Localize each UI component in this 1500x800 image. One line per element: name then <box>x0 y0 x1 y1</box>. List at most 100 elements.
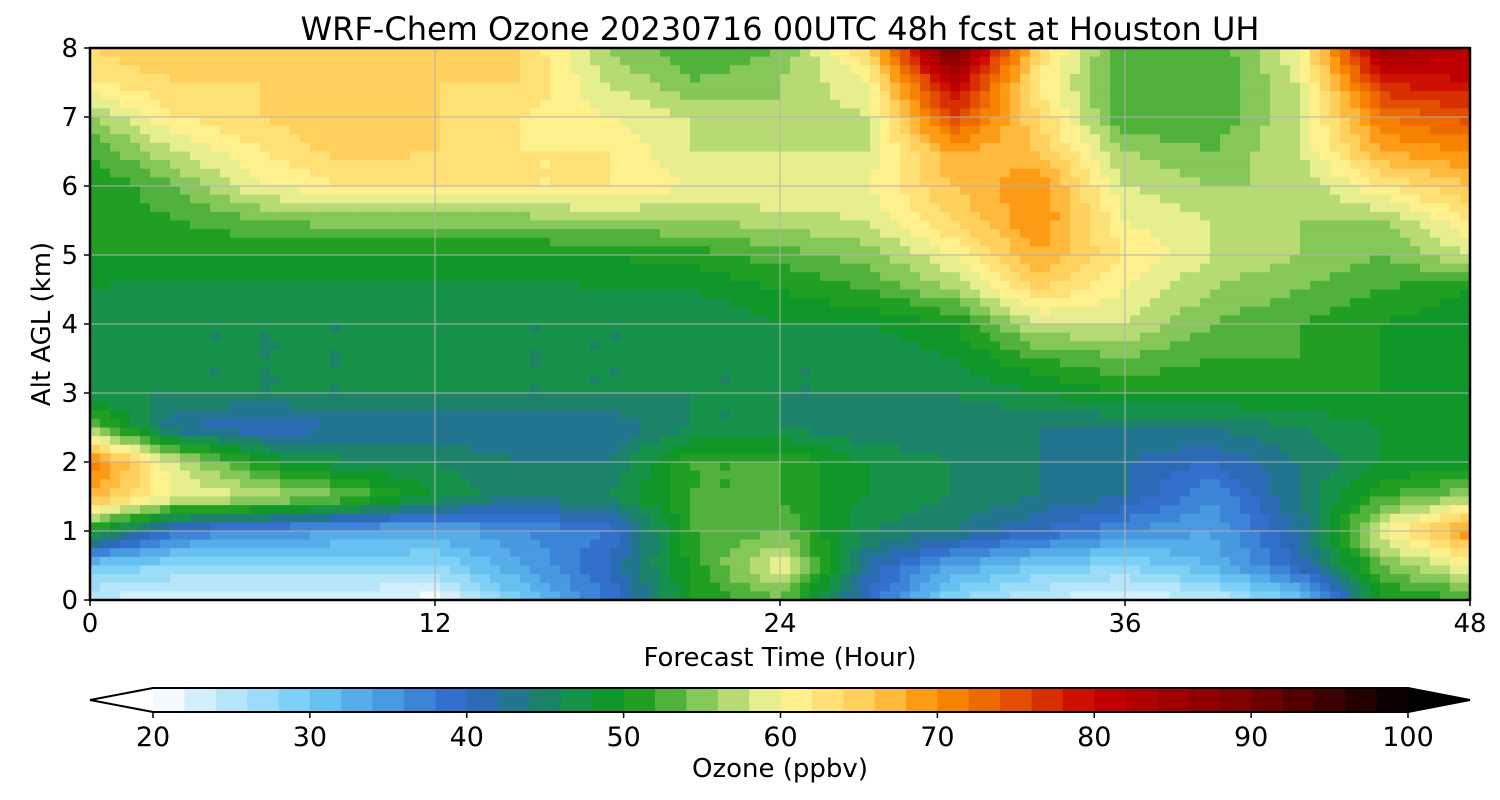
heatmap-cell <box>1030 298 1041 308</box>
heatmap-cell <box>450 203 461 213</box>
heatmap-cell <box>1110 315 1121 325</box>
heatmap-cell <box>1280 125 1291 135</box>
heatmap-cell <box>1290 65 1301 75</box>
heatmap-cell <box>140 255 151 265</box>
heatmap-cell <box>300 194 311 204</box>
heatmap-cell <box>390 186 401 196</box>
heatmap-cell <box>520 134 531 144</box>
heatmap-cell <box>640 341 651 351</box>
heatmap-cell <box>1200 349 1211 360</box>
heatmap-cell <box>1410 315 1421 325</box>
heatmap-cell <box>460 160 471 170</box>
heatmap-cell <box>930 229 941 239</box>
heatmap-cell <box>550 82 561 92</box>
heatmap-cell <box>560 349 571 360</box>
heatmap-cell <box>190 306 201 316</box>
heatmap-cell <box>1380 341 1391 351</box>
heatmap-cell <box>280 263 291 273</box>
heatmap-cell <box>1360 341 1371 351</box>
heatmap-cell <box>990 73 1001 84</box>
heatmap-cell <box>920 246 931 256</box>
heatmap-cell <box>390 65 401 75</box>
heatmap-cell <box>1020 229 1031 239</box>
heatmap-cell <box>1260 186 1271 196</box>
heatmap-cell <box>740 332 751 342</box>
heatmap-cell <box>840 108 851 118</box>
heatmap-cell <box>1070 91 1081 101</box>
heatmap-cell <box>320 255 331 265</box>
heatmap-cell <box>120 315 131 325</box>
heatmap-cell <box>700 194 711 204</box>
heatmap-cell <box>750 134 761 144</box>
heatmap-cell <box>340 246 351 256</box>
heatmap-cell <box>100 298 111 308</box>
heatmap-cell <box>170 160 181 170</box>
heatmap-cell <box>740 324 751 334</box>
heatmap-cell <box>270 246 281 256</box>
heatmap-cell <box>990 117 1001 127</box>
heatmap-cell <box>1310 99 1321 109</box>
heatmap-cell <box>920 272 931 282</box>
heatmap-cell <box>760 246 771 256</box>
heatmap-cell <box>190 65 201 75</box>
heatmap-cell <box>300 168 311 178</box>
heatmap-cell <box>970 341 981 351</box>
heatmap-cell <box>260 263 271 273</box>
heatmap-cell <box>520 177 531 187</box>
heatmap-cell <box>740 280 751 291</box>
heatmap-cell <box>1390 341 1401 351</box>
heatmap-cell <box>1390 56 1401 66</box>
heatmap-cell <box>440 332 451 342</box>
heatmap-cell <box>450 194 461 204</box>
heatmap-cell <box>240 194 251 204</box>
heatmap-cell <box>460 134 471 144</box>
heatmap-cell <box>450 73 461 84</box>
heatmap-cell <box>530 298 541 308</box>
heatmap-cell <box>1130 315 1141 325</box>
heatmap-cell <box>300 358 311 368</box>
heatmap-cell <box>830 194 841 204</box>
heatmap-cell <box>1460 160 1470 170</box>
heatmap-cell <box>460 108 471 118</box>
heatmap-cell <box>1200 65 1211 75</box>
heatmap-cell <box>270 358 281 368</box>
heatmap-cell <box>1140 56 1151 66</box>
heatmap-cell <box>550 65 561 75</box>
heatmap-cell <box>690 306 701 316</box>
heatmap-cell <box>940 332 951 342</box>
heatmap-cell <box>730 134 741 144</box>
heatmap-cell <box>330 289 341 299</box>
heatmap-cell <box>1390 194 1401 204</box>
heatmap-cell <box>530 168 541 178</box>
heatmap-cell <box>1000 73 1011 84</box>
heatmap-cell <box>1080 324 1091 334</box>
heatmap-cell <box>1290 91 1301 101</box>
heatmap-cell <box>1310 349 1321 360</box>
heatmap-cell <box>560 91 571 101</box>
heatmap-cell <box>660 315 671 325</box>
heatmap-cell <box>1180 255 1191 265</box>
heatmap-cell <box>870 211 881 222</box>
heatmap-cell <box>480 65 491 75</box>
heatmap-cell <box>1030 237 1041 247</box>
heatmap-cell <box>810 211 821 222</box>
heatmap-cell <box>1280 315 1291 325</box>
heatmap-cell <box>220 280 231 291</box>
heatmap-cell <box>780 306 791 316</box>
heatmap-cell <box>600 117 611 127</box>
heatmap-cell <box>1280 56 1291 66</box>
heatmap-cell <box>890 186 901 196</box>
heatmap-cell <box>150 65 161 75</box>
heatmap-cell <box>210 272 221 282</box>
heatmap-cell <box>670 82 681 92</box>
heatmap-cell <box>610 194 621 204</box>
heatmap-cell <box>1250 246 1261 256</box>
heatmap-cell <box>1390 237 1401 247</box>
heatmap-cell <box>340 306 351 316</box>
heatmap-cell <box>1370 255 1381 265</box>
heatmap-cell <box>720 73 731 84</box>
heatmap-cell <box>1100 186 1111 196</box>
heatmap-cell <box>810 125 821 135</box>
heatmap-cell <box>270 255 281 265</box>
heatmap-cell <box>290 99 301 109</box>
